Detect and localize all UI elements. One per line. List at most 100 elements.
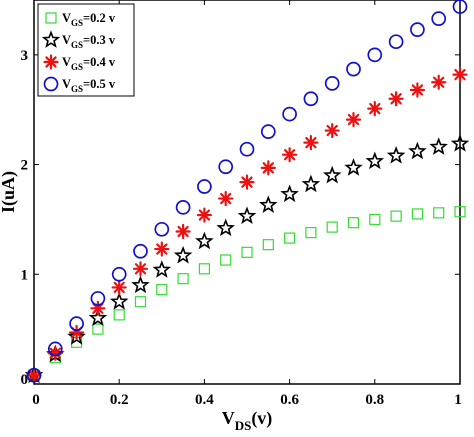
data-point-square: [92, 323, 104, 335]
data-point-square: [262, 239, 274, 251]
data-point-circle: [47, 341, 63, 357]
legend-marker-circle: [43, 76, 59, 92]
data-point-asterisk: [132, 261, 149, 277]
y-axis-title: I(uA): [0, 171, 19, 213]
data-point-asterisk: [260, 160, 276, 176]
legend-marker-square: [45, 12, 57, 24]
legend-label-main: V: [62, 77, 71, 91]
data-point-star: [322, 165, 342, 184]
data-point-square: [220, 254, 232, 266]
data-point-star: [408, 141, 427, 160]
legend-item: VGS=0.5 v: [43, 76, 116, 94]
data-point-square: [369, 213, 381, 226]
data-point-circle: [218, 159, 234, 175]
data-point-asterisk: [154, 241, 170, 257]
data-point-star: [365, 151, 385, 170]
data-point-square: [390, 210, 402, 222]
data-point-circle: [388, 34, 404, 50]
legend-label-main: V: [62, 55, 71, 69]
data-point-asterisk: [239, 174, 255, 190]
legend-label-sub: GS: [71, 18, 83, 28]
legend-label: VGS=0.5 v: [62, 77, 116, 94]
legend-item: VGS=0.3 v: [41, 30, 116, 50]
data-point-square: [305, 226, 317, 239]
data-point-square: [326, 221, 338, 233]
x-tick-label: 0.2: [110, 392, 129, 408]
data-point-star: [450, 133, 470, 152]
legend-label-sub: GS: [71, 62, 83, 72]
data-point-circle: [282, 106, 297, 122]
legend-label-suffix: =0.3 v: [83, 33, 116, 47]
legend-marker-asterisk: [43, 54, 59, 70]
data-point-asterisk: [303, 135, 319, 151]
legend-item: VGS=0.4 v: [43, 54, 116, 72]
data-point-square: [411, 208, 423, 220]
data-point-star: [429, 137, 448, 155]
data-point-square: [241, 246, 253, 258]
data-point-circle: [260, 124, 276, 140]
data-point-circle: [111, 266, 127, 282]
legend-label-suffix: =0.5 v: [83, 77, 116, 91]
data-point-star: [109, 291, 129, 310]
x-axis-title-suffix: (v): [251, 408, 272, 429]
data-point-circle: [431, 11, 447, 27]
y-tick-label: 2: [21, 158, 29, 174]
data-point-asterisk: [90, 300, 106, 316]
data-point-circle: [154, 221, 170, 237]
x-axis-title-sub: DS: [235, 418, 252, 433]
data-point-star: [237, 206, 257, 225]
data-point-star: [131, 275, 150, 294]
legend-label: VGS=0.4 v: [62, 55, 116, 72]
data-point-circle: [452, 0, 468, 14]
data-point-asterisk: [282, 147, 298, 163]
x-tick-label: 1: [454, 392, 462, 408]
data-point-circle: [367, 47, 383, 63]
data-point-star: [152, 260, 172, 278]
y-tick-label: 1: [21, 267, 29, 283]
x-tick-label: 0.4: [195, 392, 214, 408]
data-point-square: [177, 273, 189, 285]
legend-label-main: V: [62, 11, 71, 25]
data-point-square: [134, 296, 147, 308]
data-point-asterisk: [388, 91, 404, 107]
legend-label-main: V: [62, 33, 71, 47]
data-point-square: [284, 232, 296, 244]
data-point-square: [347, 217, 360, 229]
data-point-asterisk: [324, 122, 340, 139]
legend-label-suffix: =0.2 v: [83, 11, 116, 25]
data-point-circle: [346, 61, 361, 77]
data-point-circle: [90, 291, 106, 306]
x-tick-label: 0.6: [280, 392, 299, 408]
data-point-star: [195, 231, 214, 250]
x-axis-title: VDS(v): [222, 408, 273, 433]
data-point-star: [301, 174, 321, 193]
series-asterisk: [26, 67, 468, 383]
axis-ticks: 0 0.2 0.4 0.6 0.8 1 0 1 2 3: [21, 0, 462, 408]
data-point-circle: [410, 22, 425, 37]
data-point-circle: [175, 200, 191, 215]
legend-label-sub: GS: [71, 84, 83, 94]
data-point-circle: [197, 179, 212, 194]
y-tick-label: 0: [21, 372, 29, 388]
data-point-asterisk: [218, 190, 234, 207]
legend-item: VGS=0.2 v: [45, 11, 116, 28]
data-point-circle: [133, 243, 148, 259]
data-point-star: [280, 184, 299, 203]
y-tick-label: 3: [21, 48, 29, 64]
data-point-star: [88, 308, 108, 327]
legend-label-sub: GS: [71, 40, 83, 50]
data-point-circle: [26, 367, 42, 383]
data-point-circle: [69, 316, 84, 332]
data-point-square: [198, 263, 210, 275]
series-circle: [26, 0, 468, 383]
legend-label-suffix: =0.4 v: [83, 55, 116, 69]
data-point-asterisk: [431, 74, 447, 90]
legend-label: VGS=0.2 v: [62, 11, 116, 28]
data-point-square: [156, 284, 168, 296]
data-point-star: [173, 245, 193, 264]
x-tick-label: 0.8: [365, 392, 384, 408]
data-point-star: [344, 158, 363, 176]
data-point-square: [113, 309, 125, 321]
legend-label: VGS=0.3 v: [62, 33, 116, 50]
data-point-square: [433, 207, 445, 219]
